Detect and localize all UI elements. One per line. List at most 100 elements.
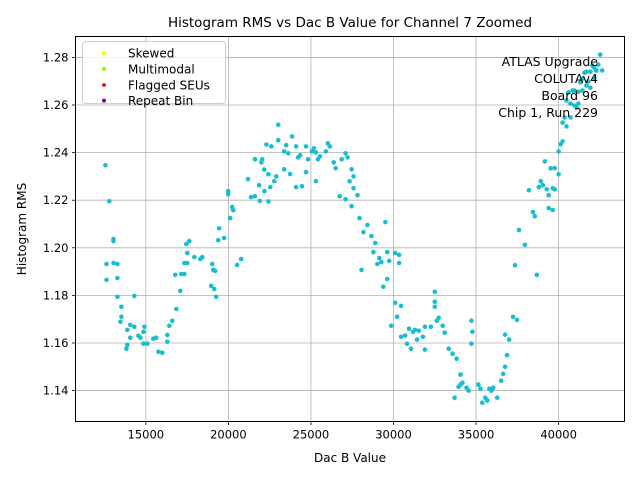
annotation-line-4: Chip 1, Run 229 xyxy=(498,105,598,120)
data-point xyxy=(115,294,120,300)
data-point xyxy=(568,101,573,106)
data-point xyxy=(458,372,463,377)
chart-title: Histogram RMS vs Dac B Value for Channel… xyxy=(168,15,532,31)
data-point xyxy=(552,165,557,171)
data-point xyxy=(536,184,542,190)
data-point xyxy=(281,149,287,154)
data-point xyxy=(432,299,438,305)
data-point xyxy=(252,157,258,162)
data-point xyxy=(259,160,264,165)
data-point xyxy=(560,139,565,144)
data-point xyxy=(156,349,161,355)
annotation-text: ATLAS Upgrade COLUTAv4 Board 96 Chip 1, … xyxy=(498,54,598,120)
data-point xyxy=(502,332,508,337)
data-point xyxy=(396,260,402,266)
data-point xyxy=(490,385,496,391)
data-point xyxy=(514,317,520,323)
data-point xyxy=(560,120,565,125)
data-point xyxy=(432,304,438,310)
data-point xyxy=(452,395,457,401)
data-point xyxy=(213,294,219,300)
data-point xyxy=(103,162,108,168)
legend-label-repeat-bin: Repeat Bin xyxy=(128,94,193,108)
data-point xyxy=(311,146,317,151)
data-point xyxy=(170,318,175,324)
data-point xyxy=(485,398,490,403)
x-axis: 15000 20000 25000 30000 35000 40000 xyxy=(128,421,577,442)
data-point xyxy=(215,237,221,243)
legend-marker-multimodal xyxy=(102,66,106,71)
data-point xyxy=(434,318,440,324)
data-point xyxy=(469,318,474,324)
y-tick-label: 1.16 xyxy=(43,336,69,350)
data-point xyxy=(504,352,510,358)
annotation-line-2: COLUTAv4 xyxy=(534,71,598,86)
legend-marker-skewed xyxy=(102,51,106,56)
data-point xyxy=(564,98,569,103)
data-point xyxy=(384,276,390,282)
data-point xyxy=(125,327,130,333)
data-point xyxy=(572,88,577,93)
data-point xyxy=(331,160,337,165)
data-point xyxy=(252,193,258,199)
data-point xyxy=(268,184,273,190)
data-point xyxy=(440,323,446,329)
data-point xyxy=(538,178,544,184)
data-point xyxy=(408,346,414,352)
data-point xyxy=(592,76,597,81)
legend-marker-flagged-seus xyxy=(102,83,106,88)
data-point xyxy=(379,259,384,265)
data-point xyxy=(466,388,471,393)
data-point xyxy=(398,334,404,340)
data-point xyxy=(281,167,287,172)
data-point xyxy=(115,275,120,281)
data-point xyxy=(141,341,146,347)
data-point xyxy=(578,80,583,85)
data-point xyxy=(404,341,410,347)
data-point xyxy=(359,267,364,273)
data-point xyxy=(428,324,434,330)
data-point xyxy=(125,342,130,348)
plot-frame xyxy=(75,36,625,422)
data-point xyxy=(216,226,222,231)
data-point xyxy=(276,137,281,143)
data-point xyxy=(377,255,382,261)
data-point xyxy=(349,167,354,172)
data-point xyxy=(597,52,603,57)
data-point xyxy=(266,172,271,177)
y-tick-label: 1.26 xyxy=(43,98,69,112)
data-point xyxy=(182,271,187,277)
data-point xyxy=(599,68,605,73)
data-point xyxy=(361,229,366,235)
data-point xyxy=(305,157,311,162)
data-point xyxy=(111,260,116,266)
data-point xyxy=(339,157,345,162)
data-point xyxy=(111,238,116,244)
data-point xyxy=(165,339,170,345)
data-point xyxy=(313,178,319,184)
data-point xyxy=(211,286,217,292)
data-point xyxy=(287,171,293,177)
data-point xyxy=(128,322,133,328)
data-point xyxy=(550,207,555,213)
data-point xyxy=(256,182,262,188)
data-point xyxy=(544,187,549,192)
x-tick-label: 20000 xyxy=(210,428,247,442)
data-point xyxy=(351,186,356,191)
data-point xyxy=(349,203,354,209)
data-point xyxy=(406,326,412,332)
data-point xyxy=(548,166,553,171)
legend-marker-repeat-bin xyxy=(102,98,106,103)
data-point xyxy=(153,335,159,341)
data-point xyxy=(546,192,551,198)
data-points xyxy=(103,52,605,406)
x-tick-label: 35000 xyxy=(458,428,495,442)
data-point xyxy=(262,188,267,194)
data-point xyxy=(337,193,343,199)
y-tick-label: 1.22 xyxy=(43,193,69,207)
data-point xyxy=(212,268,218,274)
data-point xyxy=(498,378,504,384)
data-point xyxy=(333,166,339,171)
data-point xyxy=(396,252,402,258)
data-point xyxy=(586,79,591,84)
